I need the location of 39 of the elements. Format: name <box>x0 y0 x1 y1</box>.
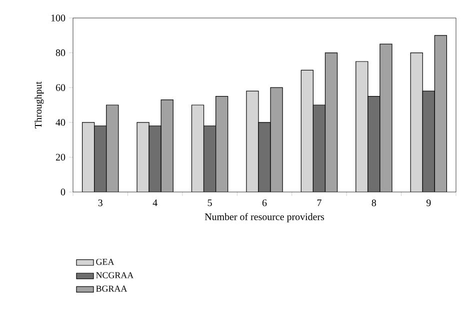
x-tick-label: 4 <box>152 200 158 206</box>
bar <box>300 70 314 192</box>
x-tick-label: 3 <box>98 200 102 206</box>
y-tick-label: 80 <box>56 49 66 56</box>
y-tick-label: 40 <box>56 119 66 126</box>
bar <box>106 104 119 192</box>
legend-label: BGRAA <box>96 286 128 292</box>
bar <box>216 96 228 192</box>
bar <box>82 122 95 192</box>
bar <box>94 126 107 192</box>
bar <box>410 52 423 192</box>
x-tick-label: 5 <box>208 199 212 206</box>
x-tick-label: 6 <box>262 200 267 206</box>
bar <box>149 126 162 192</box>
bar <box>422 90 435 192</box>
y-tick-label: 100 <box>51 14 66 22</box>
x-tick-label: 9 <box>426 200 431 206</box>
legend-label: NCGRAA <box>96 272 134 278</box>
y-axis-title: Throughput <box>34 82 44 128</box>
bar <box>270 87 283 192</box>
bar <box>356 61 368 192</box>
bar <box>137 122 150 192</box>
legend-label: GEA <box>96 258 114 265</box>
x-axis-title: Number of resource providers <box>204 213 324 222</box>
x-tick-label: 8 <box>372 200 376 206</box>
bar <box>368 96 380 192</box>
bar <box>191 104 204 192</box>
bar <box>324 52 338 192</box>
y-tick-label: 0 <box>60 188 66 196</box>
bar <box>161 100 174 192</box>
x-tick-label: 7 <box>317 199 322 206</box>
bar <box>312 104 326 192</box>
y-tick-label: 20 <box>56 154 66 161</box>
bar <box>246 90 259 192</box>
bar <box>380 44 392 192</box>
bar <box>203 126 216 192</box>
bar <box>434 35 448 192</box>
bar <box>258 122 271 192</box>
y-tick-label: 60 <box>56 84 66 91</box>
